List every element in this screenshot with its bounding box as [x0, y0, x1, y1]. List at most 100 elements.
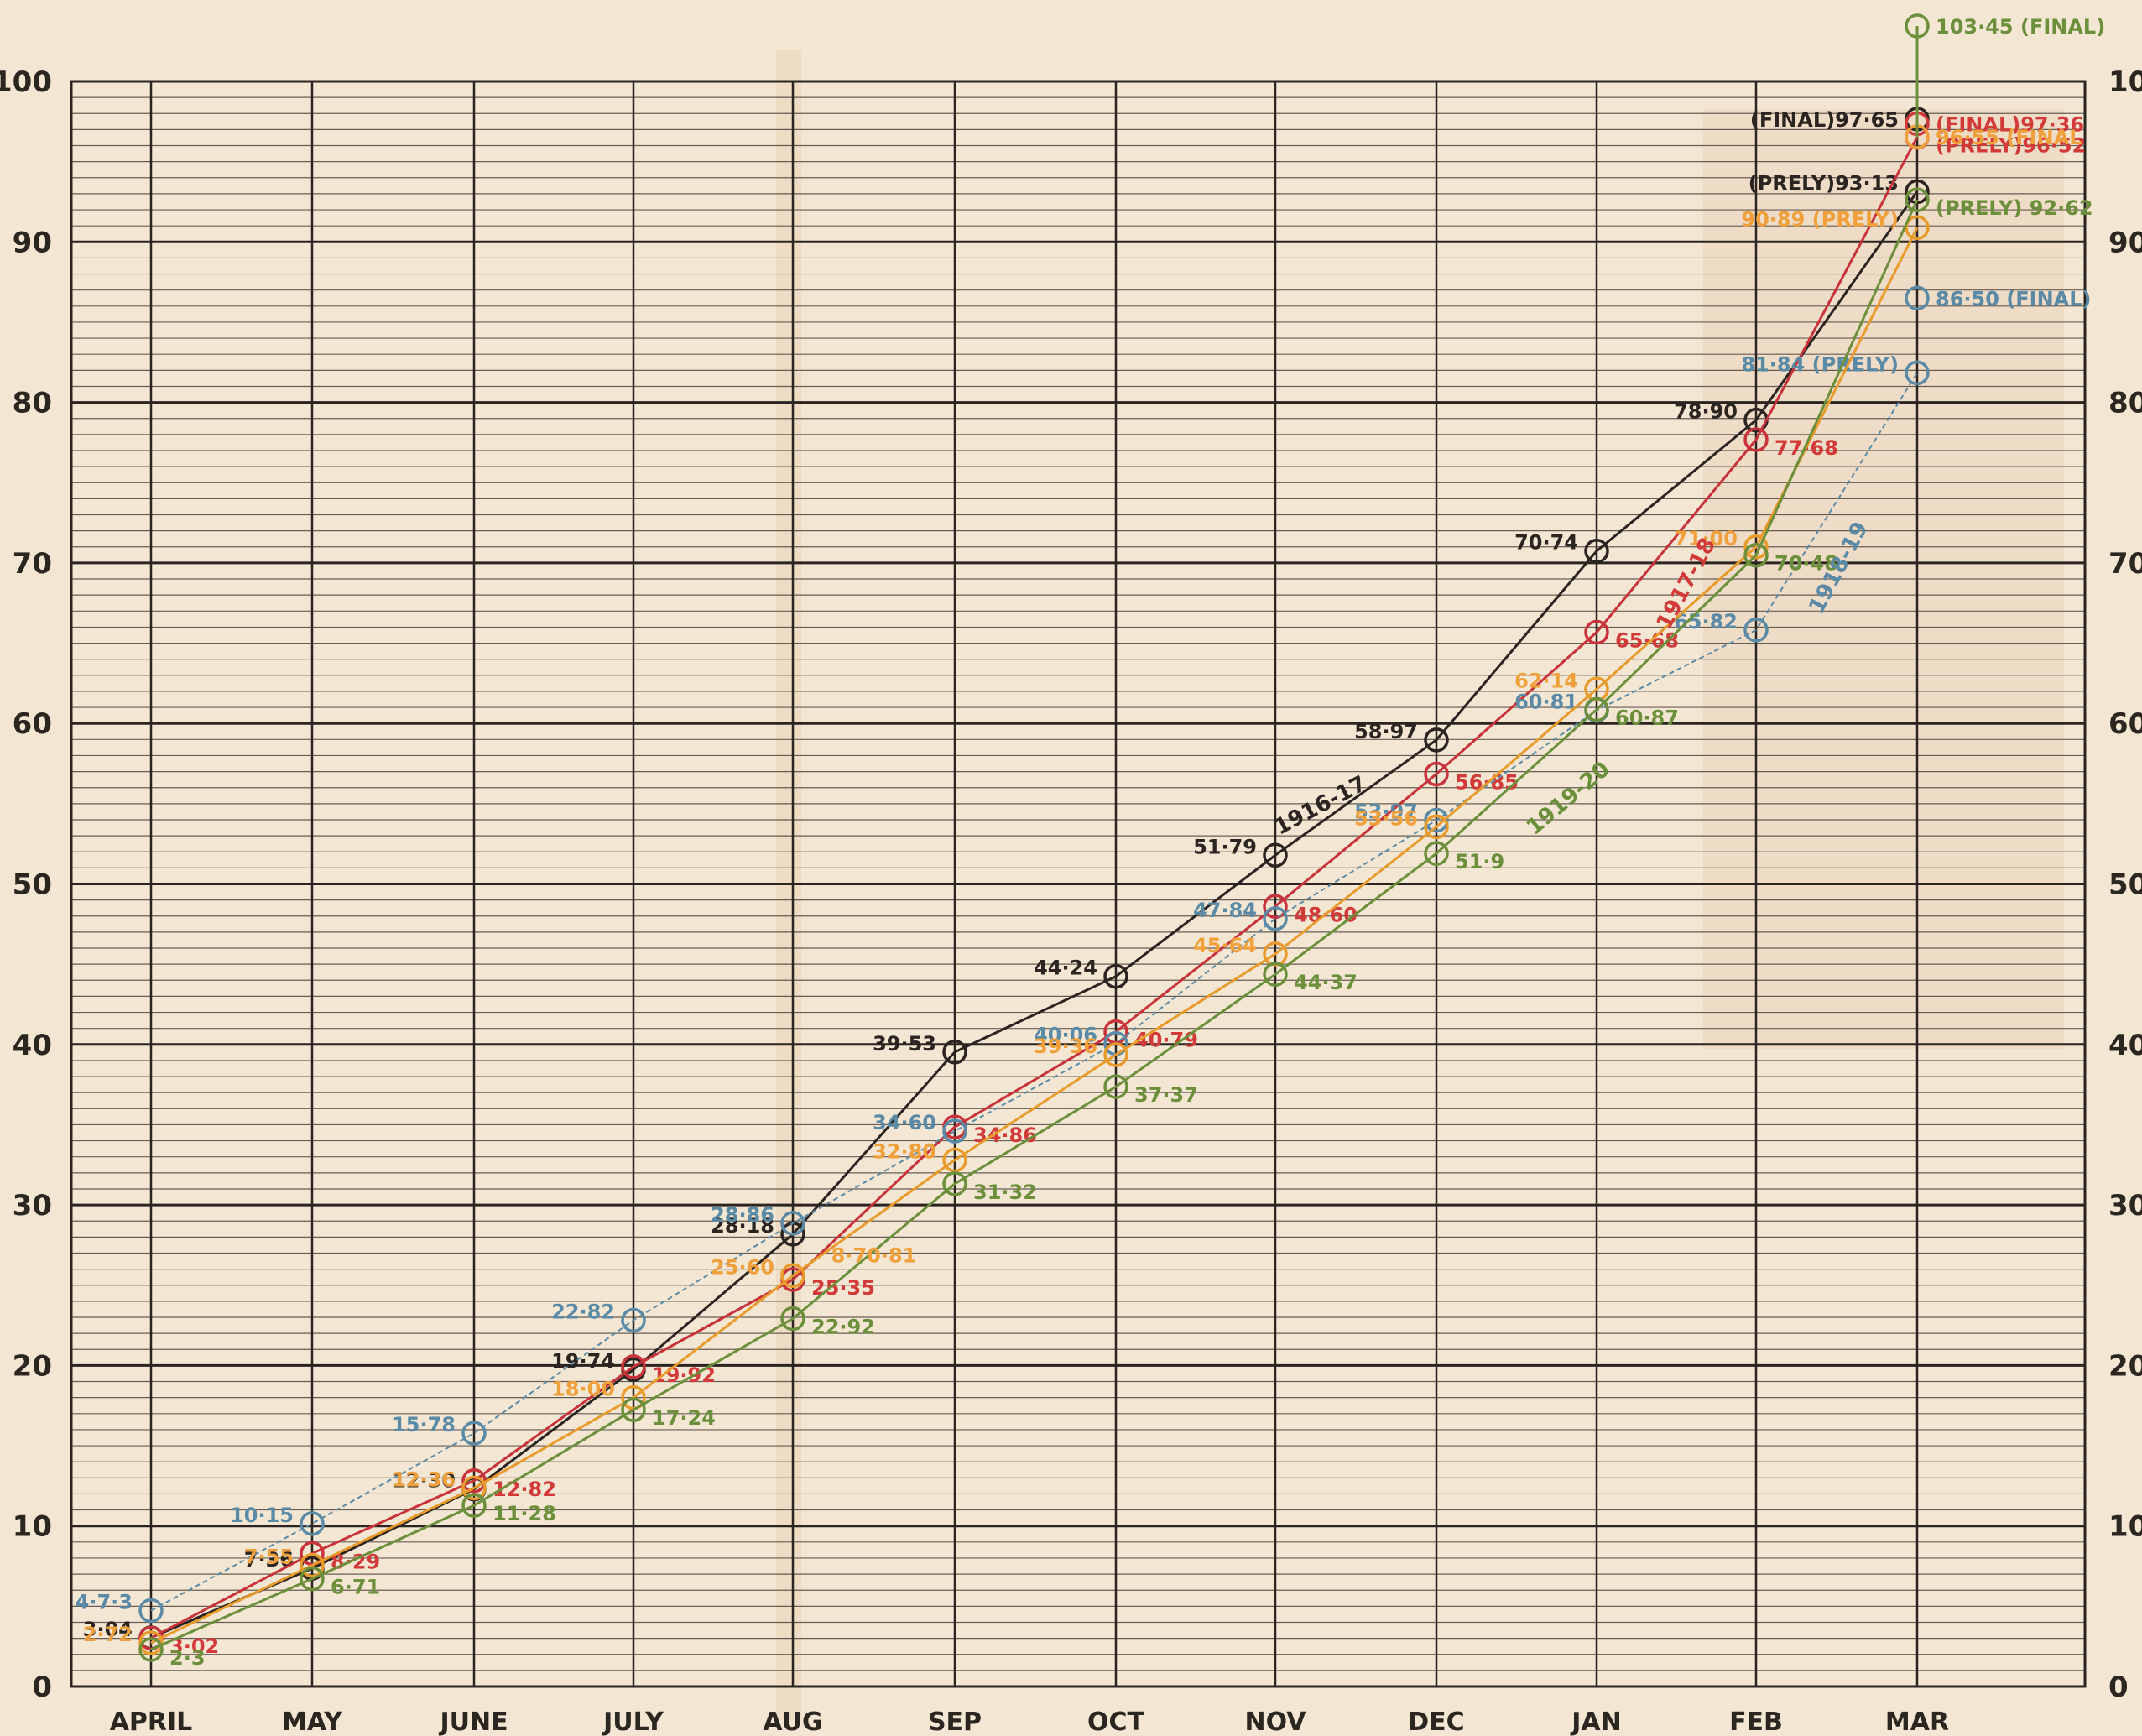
series-point — [1584, 538, 1609, 564]
y-tick-label-right: 40 — [2108, 1029, 2142, 1062]
series-group: 2·3 6·71 11·28 17·24 22·92 31·32 37·37 44·37 51·… — [138, 187, 2093, 1670]
data-label: 34·60 — [873, 1111, 936, 1134]
y-tick-label-left: 20 — [13, 1349, 52, 1383]
data-label: 8·29 — [331, 1550, 380, 1573]
x-tick-label: DEC — [1408, 1707, 1464, 1736]
data-label: 3·04 — [83, 1618, 133, 1641]
data-label: 90·89 (PRELY) — [1741, 207, 1899, 231]
series-point — [1584, 696, 1609, 722]
y-tick-label-right: 50 — [2108, 868, 2142, 902]
series-point — [621, 1354, 646, 1379]
y-tick-label-left: 70 — [13, 547, 52, 581]
series-point — [942, 1171, 967, 1196]
series-point — [1263, 962, 1288, 987]
data-label: (PRELY) 92·62 — [1936, 196, 2093, 220]
x-tick-label: JULY — [602, 1707, 664, 1736]
data-label: 51·9 — [1455, 850, 1504, 873]
plot-frame — [70, 80, 2087, 1688]
data-label: 10·15 — [230, 1504, 294, 1527]
y-axis-right-labels: 0 10 20 30 40 50 60 70 80 90 100 — [2108, 65, 2142, 1704]
data-label: 78·90 — [1674, 400, 1738, 424]
y-tick-label-left: 60 — [13, 707, 52, 741]
data-label: 39·53 — [873, 1032, 936, 1056]
y-tick-label-left: 0 — [32, 1671, 52, 1704]
data-label: 18·00 — [551, 1378, 615, 1401]
series-point — [1103, 1042, 1128, 1067]
series-point — [1424, 841, 1449, 866]
data-label: 40·06 — [1034, 1024, 1097, 1047]
data-label: 37·37 — [1134, 1083, 1198, 1107]
data-label: 12·36 — [392, 1468, 456, 1492]
series-point — [300, 1566, 325, 1592]
data-label: 28·86 — [711, 1203, 774, 1227]
annotation-label: (FINAL)97·65 — [1750, 108, 1899, 132]
annotation-point — [1905, 285, 1930, 311]
data-label: 53·56 — [1354, 806, 1418, 830]
annotation-label: 96·55 (FINAL — [1936, 126, 2082, 149]
data-label: 28·18 — [711, 1214, 774, 1238]
data-label: 58·97 — [1354, 720, 1418, 743]
series-layer: 3·047·3612·3019·7428·1839·5344·2451·7958… — [76, 124, 2093, 1670]
y-tick-label-right: 60 — [2108, 707, 2142, 741]
data-label: 7·55 — [244, 1546, 294, 1569]
y-tick-label-left: 40 — [13, 1029, 52, 1062]
data-label: 44·37 — [1294, 971, 1358, 994]
y-tick-label-left: 50 — [13, 868, 52, 902]
data-label: 39·36 — [1034, 1035, 1097, 1058]
x-tick-label: MAY — [282, 1707, 343, 1736]
annotation-point — [1905, 13, 1930, 39]
series-point — [780, 1263, 805, 1289]
series-point — [942, 1118, 967, 1144]
annotation-label: 8·70·81 — [831, 1243, 917, 1267]
data-label: 45·64 — [1193, 934, 1257, 957]
series-point — [300, 1511, 325, 1536]
y-tick-label-right: 100 — [2108, 65, 2142, 99]
series-point — [1584, 619, 1609, 645]
data-label: 47·84 — [1193, 899, 1257, 922]
data-label: 2·3 — [169, 1646, 206, 1670]
x-tick-label: SEP — [928, 1707, 982, 1736]
y-tick-label-right: 0 — [2108, 1671, 2129, 1704]
data-label: 65·82 — [1674, 610, 1738, 633]
y-axis-left-labels: 0 10 20 30 40 50 60 70 80 90 100 — [0, 65, 52, 1704]
y-tick-label-right: 30 — [2108, 1189, 2142, 1222]
series-point — [780, 1211, 805, 1236]
series-point — [461, 1421, 487, 1446]
data-label: 17·24 — [652, 1406, 716, 1430]
y-tick-label-left: 10 — [13, 1510, 52, 1544]
x-tick-label: APRIL — [110, 1707, 193, 1736]
series-point — [1424, 761, 1449, 787]
series-point — [300, 1552, 325, 1578]
series-point — [461, 1493, 487, 1518]
data-label: 51·79 — [1193, 835, 1257, 858]
data-label: 60·81 — [1514, 691, 1578, 714]
series-point — [1424, 814, 1449, 840]
data-label: 70·48 — [1775, 552, 1838, 576]
annotation-label: 103·45 (FINAL) — [1936, 15, 2105, 39]
data-label: 15·78 — [392, 1413, 456, 1436]
series-point — [138, 1637, 164, 1662]
x-tick-label: JUNE — [438, 1707, 508, 1736]
series-point — [942, 1147, 967, 1173]
series-point — [461, 1475, 487, 1501]
series-point — [1905, 360, 1930, 386]
x-tick-label: AUG — [763, 1707, 822, 1736]
data-label: 71·00 — [1674, 527, 1738, 550]
series-point — [1103, 1074, 1128, 1099]
series-point — [138, 1630, 164, 1655]
grid-vertical — [149, 81, 1919, 1686]
series-point — [1905, 215, 1930, 241]
data-label: 81·84 (PRELY) — [1741, 352, 1899, 376]
series-line — [150, 136, 1919, 1640]
data-label: 22·92 — [811, 1316, 875, 1339]
y-tick-label-right: 90 — [2108, 226, 2142, 259]
data-label: 19·74 — [551, 1349, 615, 1373]
series-point — [1743, 542, 1769, 568]
series-point — [621, 1307, 646, 1333]
x-axis-labels: APRIL MAY JUNE JULY AUG SEP OCT NOV DEC JAN FEB MAR — [110, 1707, 1949, 1736]
series-line — [150, 372, 1918, 1612]
y-tick-label-right: 20 — [2108, 1349, 2142, 1383]
y-tick-label-left: 80 — [13, 387, 52, 420]
